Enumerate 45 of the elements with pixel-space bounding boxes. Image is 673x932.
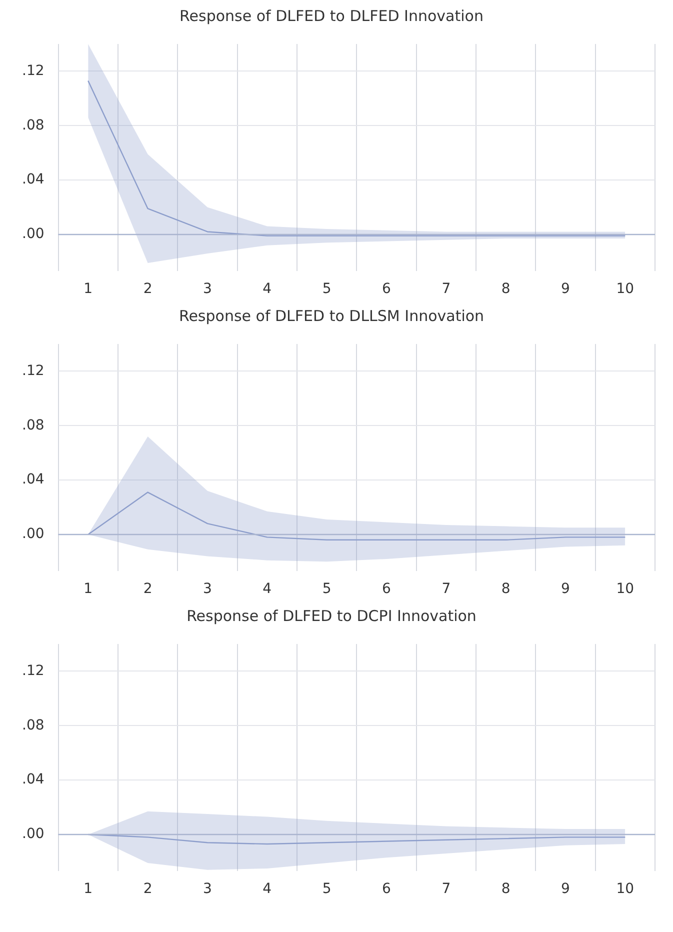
x-tick-label: 1 bbox=[84, 881, 93, 898]
x-tick-label: 3 bbox=[202, 881, 212, 898]
x-tick-label: 9 bbox=[561, 581, 570, 598]
x-tick-label: 6 bbox=[382, 581, 392, 598]
x-tick-label: 4 bbox=[262, 581, 272, 598]
x-tick-label: 9 bbox=[561, 881, 570, 898]
x-tick-label: 5 bbox=[322, 281, 332, 298]
x-tick-label: 7 bbox=[442, 281, 451, 298]
chart-title: Response of DLFED to DLFED Innovation bbox=[180, 6, 484, 25]
x-tick-label: 3 bbox=[202, 581, 212, 598]
y-tick-label: .00 bbox=[22, 226, 44, 242]
x-tick-label: 9 bbox=[561, 281, 570, 298]
x-tick-label: 1 bbox=[84, 581, 93, 598]
x-tick-label: 4 bbox=[262, 881, 272, 898]
y-tick-label: .04 bbox=[22, 472, 44, 488]
x-tick-label: 6 bbox=[382, 281, 392, 298]
y-tick-label: .12 bbox=[22, 362, 44, 379]
x-tick-label: 6 bbox=[382, 881, 392, 898]
y-tick-label: .00 bbox=[22, 826, 44, 842]
x-tick-label: 10 bbox=[616, 581, 634, 598]
x-tick-label: 3 bbox=[202, 281, 212, 298]
x-tick-label: 1 bbox=[84, 281, 93, 298]
y-tick-label: .12 bbox=[22, 662, 44, 679]
x-tick-label: 4 bbox=[262, 281, 272, 298]
x-tick-label: 8 bbox=[501, 281, 510, 298]
x-tick-label: 10 bbox=[616, 281, 634, 298]
y-tick-label: .12 bbox=[22, 62, 44, 79]
y-tick-label: .08 bbox=[22, 417, 44, 434]
x-tick-label: 5 bbox=[322, 881, 332, 898]
y-tick-label: .04 bbox=[22, 772, 44, 788]
x-tick-label: 10 bbox=[616, 881, 634, 898]
y-tick-label: .08 bbox=[22, 717, 44, 734]
chart-title: Response of DLFED to DCPI Innovation bbox=[186, 606, 476, 625]
x-tick-label: 8 bbox=[501, 881, 510, 898]
x-tick-label: 2 bbox=[143, 281, 152, 298]
y-tick-label: .08 bbox=[22, 117, 44, 134]
y-tick-label: .00 bbox=[22, 526, 44, 542]
x-tick-label: 8 bbox=[501, 581, 510, 598]
x-tick-label: 2 bbox=[143, 581, 152, 598]
x-tick-label: 7 bbox=[442, 581, 451, 598]
y-tick-label: .04 bbox=[22, 172, 44, 188]
x-tick-label: 5 bbox=[322, 581, 332, 598]
x-tick-label: 2 bbox=[143, 881, 152, 898]
chart-title: Response of DLFED to DLLSM Innovation bbox=[178, 306, 484, 325]
x-tick-label: 7 bbox=[442, 881, 451, 898]
